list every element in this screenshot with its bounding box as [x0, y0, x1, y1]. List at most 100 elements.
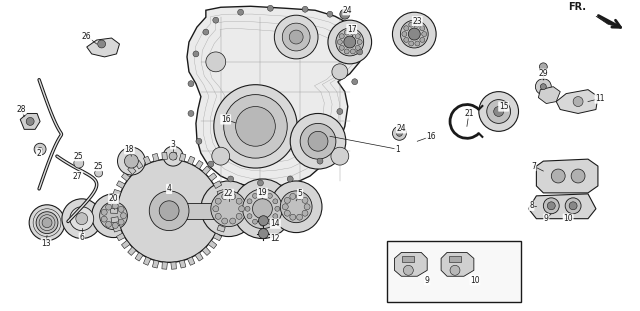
Circle shape — [215, 198, 221, 204]
Circle shape — [253, 193, 257, 198]
Polygon shape — [113, 225, 121, 232]
Circle shape — [208, 161, 214, 167]
Circle shape — [332, 64, 348, 80]
Circle shape — [356, 49, 363, 55]
Circle shape — [569, 202, 577, 210]
Circle shape — [120, 213, 127, 219]
Circle shape — [247, 214, 252, 219]
Circle shape — [70, 207, 93, 230]
Circle shape — [118, 147, 145, 175]
Circle shape — [270, 181, 322, 233]
Text: 9: 9 — [425, 276, 429, 285]
Circle shape — [212, 206, 219, 212]
Circle shape — [290, 114, 346, 169]
Circle shape — [268, 5, 273, 11]
Text: 12: 12 — [271, 234, 280, 243]
Circle shape — [409, 22, 413, 27]
Circle shape — [236, 213, 242, 219]
Circle shape — [118, 159, 221, 262]
Text: 3: 3 — [171, 140, 175, 149]
Polygon shape — [217, 189, 225, 197]
Polygon shape — [195, 253, 203, 261]
Text: 14: 14 — [271, 219, 280, 228]
Circle shape — [247, 199, 252, 204]
Polygon shape — [152, 153, 159, 161]
Text: 7: 7 — [531, 162, 536, 170]
Circle shape — [74, 158, 84, 168]
Circle shape — [540, 84, 547, 90]
Text: 22: 22 — [224, 189, 234, 198]
Circle shape — [273, 199, 278, 204]
Circle shape — [290, 193, 296, 199]
Text: 9: 9 — [544, 214, 548, 223]
Circle shape — [415, 41, 420, 46]
Circle shape — [290, 214, 296, 220]
Circle shape — [289, 30, 303, 44]
Circle shape — [308, 131, 328, 151]
Text: 17: 17 — [347, 25, 356, 34]
Polygon shape — [529, 194, 596, 219]
Polygon shape — [208, 240, 217, 248]
Polygon shape — [20, 114, 40, 129]
Circle shape — [392, 12, 436, 56]
Circle shape — [540, 63, 547, 71]
Circle shape — [212, 17, 219, 23]
Circle shape — [188, 110, 194, 116]
Text: 10: 10 — [563, 214, 573, 223]
Circle shape — [422, 32, 427, 37]
Polygon shape — [171, 262, 177, 269]
Circle shape — [403, 265, 413, 275]
Circle shape — [112, 203, 118, 209]
Circle shape — [221, 218, 228, 224]
Circle shape — [355, 45, 360, 50]
Circle shape — [193, 51, 199, 57]
Circle shape — [224, 95, 287, 158]
Polygon shape — [113, 189, 121, 197]
Polygon shape — [187, 6, 362, 187]
Circle shape — [106, 221, 111, 227]
Circle shape — [95, 169, 102, 177]
Polygon shape — [188, 156, 195, 165]
Circle shape — [571, 169, 585, 183]
Circle shape — [327, 11, 333, 17]
Polygon shape — [213, 233, 221, 241]
Circle shape — [124, 154, 138, 168]
Circle shape — [402, 32, 407, 37]
Bar — [387, 240, 520, 302]
Text: 16: 16 — [221, 115, 230, 124]
Text: FR.: FR. — [568, 2, 586, 12]
Polygon shape — [179, 203, 214, 219]
Circle shape — [245, 206, 250, 211]
Polygon shape — [536, 159, 598, 193]
Circle shape — [236, 107, 275, 146]
Circle shape — [275, 15, 318, 59]
Circle shape — [302, 210, 308, 216]
Circle shape — [296, 214, 303, 220]
Circle shape — [350, 30, 355, 35]
Circle shape — [355, 34, 360, 39]
Text: 24: 24 — [343, 6, 353, 15]
Polygon shape — [152, 260, 159, 268]
Circle shape — [304, 204, 310, 210]
Circle shape — [36, 212, 58, 234]
Circle shape — [212, 147, 230, 165]
Circle shape — [268, 219, 273, 224]
Circle shape — [415, 22, 420, 27]
Polygon shape — [128, 166, 136, 174]
Polygon shape — [220, 217, 227, 223]
Circle shape — [260, 191, 265, 196]
Circle shape — [101, 209, 107, 215]
Text: 2: 2 — [36, 149, 42, 158]
Polygon shape — [111, 217, 118, 223]
Bar — [403, 256, 414, 262]
Circle shape — [284, 210, 291, 216]
Circle shape — [188, 81, 194, 87]
Circle shape — [62, 199, 102, 239]
Circle shape — [547, 202, 556, 210]
Text: 4: 4 — [166, 184, 172, 193]
Polygon shape — [179, 260, 186, 268]
Circle shape — [344, 49, 349, 54]
Text: 24: 24 — [397, 124, 406, 133]
Polygon shape — [162, 152, 168, 160]
Polygon shape — [135, 160, 143, 169]
